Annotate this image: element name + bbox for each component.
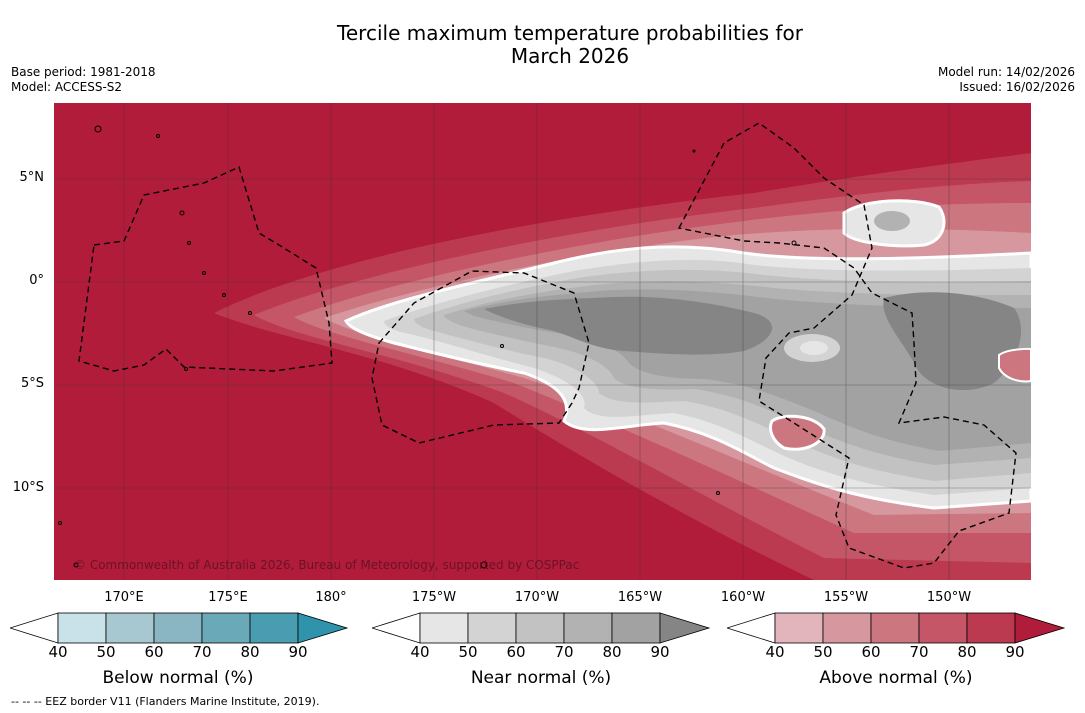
probability-map: © Commonwealth of Australia 2026, Bureau… [54,103,1031,580]
islands [58,125,797,569]
colorbar-near-seg [611,612,661,644]
colorbar-near-seg [419,612,469,644]
colorbar-near [372,612,711,644]
near-patch-north-core [874,211,910,231]
eez-borders [78,122,1017,569]
lat-label: 0° [29,273,44,288]
lon-label: 175°W [411,590,457,605]
meta-right: Model run: 14/02/2026 Issued: 16/02/2026 [938,65,1075,95]
colorbar-tick: 90 [1005,643,1025,661]
lon-label: 175°E [208,590,248,605]
colorbar-above-seg [918,612,968,644]
model-name: Model: ACCESS-S2 [11,80,123,94]
colorbar-tick: 80 [602,643,622,661]
above-patch-south [769,414,826,451]
near-90-core-east [883,292,1022,391]
colorbar-above-title: Above normal (%) [819,668,973,688]
colorbar-below-seg [153,612,203,644]
graticule [54,103,1031,580]
colorbar-tick: 70 [554,643,574,661]
lon-label: 155°W [823,590,869,605]
above-patch-east [998,347,1031,383]
lon-label: 160°W [720,590,766,605]
meta-left: Base period: 1981-2018 Model: ACCESS-S2 [11,65,156,95]
colorbar-near-seg [515,612,565,644]
colorbar-tick: 40 [48,643,68,661]
map-canvas [54,103,1031,580]
colorbar-tick: 80 [957,643,977,661]
colorbar-tick: 40 [410,643,430,661]
lat-label: 5°N [19,170,45,185]
lon-label: 150°W [926,590,972,605]
colorbar-below-seg [105,612,155,644]
colorbar-above [727,612,1066,644]
colorbar-above-seg [870,612,920,644]
colorbar-below [10,612,349,644]
colorbar-tick: 60 [506,643,526,661]
base-period: Base period: 1981-2018 [11,65,156,79]
colorbar-above-min-arrow [727,612,776,644]
copyright-notice: © Commonwealth of Australia 2026, Bureau… [74,558,580,572]
colorbar-below-title: Below normal (%) [102,668,254,688]
colorbar-tick: 80 [240,643,260,661]
colorbar-tick: 90 [650,643,670,661]
title-line2: March 2026 [510,44,630,68]
colorbar-near-max-arrow [659,612,711,644]
issued-date: Issued: 16/02/2026 [959,80,1075,94]
near-40-patch [800,341,828,355]
colorbar-tick: 50 [96,643,116,661]
lat-label: 5°S [20,376,44,391]
title-line1: Tercile maximum temperature probabilitie… [337,21,803,45]
eez-footnote: -- -- -- EEZ border V11 (Flanders Marine… [11,695,320,708]
colorbar-tick: 40 [765,643,785,661]
lon-label: 170°E [104,590,144,605]
colorbar-below-seg [249,612,299,644]
colorbar-tick: 60 [144,643,164,661]
colorbar-tick: 90 [288,643,308,661]
colorbar-above-seg [774,612,824,644]
colorbar-near-min-arrow [372,612,421,644]
colorbar-below-seg [57,612,107,644]
colorbar-near-seg [563,612,613,644]
colorbar-tick: 50 [458,643,478,661]
colorbar-below-seg [201,612,251,644]
colorbar-above-seg [966,612,1016,644]
colorbar-tick: 60 [861,643,881,661]
colorbar-below-min-arrow [10,612,59,644]
model-run: Model run: 14/02/2026 [937,65,1075,79]
colorbar-above-max-arrow [1014,612,1066,644]
lon-label: 165°W [617,590,663,605]
colorbar-near-title: Near normal (%) [470,668,612,688]
near-90-core [484,296,773,355]
chart-title: Tercile maximum temperature probabilitie… [0,22,1085,68]
lat-label: 10°S [12,480,44,495]
colorbar-below-max-arrow [297,612,349,644]
lon-label: 170°W [514,590,560,605]
colorbar-above-seg [822,612,872,644]
colorbar-near-seg [467,612,517,644]
colorbar-tick: 50 [813,643,833,661]
colorbar-tick: 70 [909,643,929,661]
lon-label: 180° [315,590,347,605]
colorbar-tick: 70 [192,643,212,661]
